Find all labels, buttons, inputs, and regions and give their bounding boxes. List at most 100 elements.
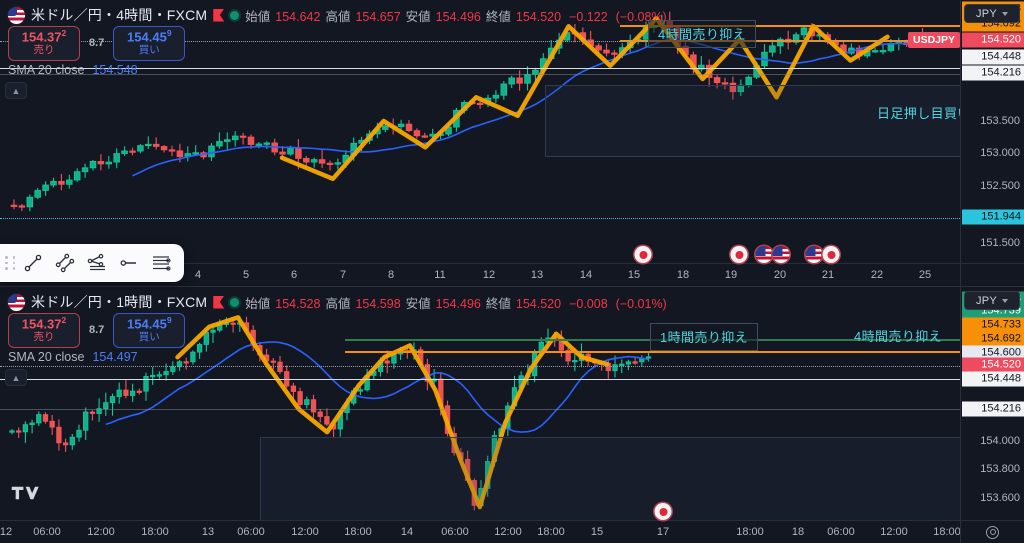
- sell-price-4h: 154.37: [21, 29, 62, 45]
- change-percent: (−0.08%): [615, 9, 667, 24]
- buy-price-frac-1h: 9: [166, 315, 172, 325]
- us-flag-icon: [8, 6, 25, 24]
- time-tick: 18:00: [141, 526, 169, 538]
- time-tick: 15: [627, 269, 641, 281]
- low-label: 安値: [405, 9, 431, 24]
- annotation-daily-dip-buy[interactable]: 日足押し目買い: [877, 106, 960, 121]
- sell-price-frac-1h: 2: [61, 315, 67, 325]
- event-marker-jp-1[interactable]: [634, 246, 652, 263]
- chart-settings-button[interactable]: [960, 520, 1024, 543]
- collapse-pane-button-4h[interactable]: ▲: [5, 82, 27, 99]
- chart-pane-1h: 1時間売り抑え 4時間売り抑え 米ドル／円・1時間・FXCM 始値 154.52…: [0, 286, 1024, 543]
- time-tick: 12:00: [494, 526, 522, 538]
- indicator-name-1h: SMA 20 close: [8, 350, 85, 364]
- indicator-value-1h: 154.497: [92, 350, 138, 364]
- rect-drawing-4h[interactable]: [545, 85, 960, 157]
- candlestick-series-4h: [10, 11, 942, 212]
- event-marker-jp-1h[interactable]: [654, 503, 672, 520]
- annotation-1h-sell-suppress[interactable]: 1時間売り抑え: [650, 323, 759, 351]
- time-axis-4h[interactable]: 4 5 6 7 8 11 12 13 14 15 18 19 20 21 22 …: [0, 246, 973, 286]
- event-marker-us-2[interactable]: [772, 246, 790, 263]
- open-label: 始値: [245, 296, 271, 311]
- sell-label-4h: 売り: [33, 43, 55, 56]
- currency-value-4h: JPY: [975, 7, 998, 20]
- sell-price-1h: 154.37: [21, 316, 62, 332]
- quote-bar-4h: 154.372 売り 8.7 154.459 買い: [8, 26, 186, 61]
- time-axis-1h[interactable]: 12 06:00 12:00 18:00 13 06:00 12:00 18:0…: [0, 503, 961, 543]
- open-label: 始値: [245, 9, 271, 24]
- pitchfork-tool-icon[interactable]: [82, 249, 112, 277]
- indicator-legend-1h[interactable]: SMA 20 close 154.497: [8, 350, 138, 364]
- sell-button-4h[interactable]: 154.372 売り: [8, 26, 80, 61]
- symbol-price-tag-4h: USDJPY: [907, 32, 960, 48]
- legend-4h: 米ドル／円・4時間・FXCM 始値 154.642 高値 154.657 安値 …: [8, 5, 667, 25]
- time-tick: 06:00: [237, 526, 265, 538]
- price-axis-4h[interactable]: JPY 154.733 154.692 154.520 154.448 154.…: [960, 0, 1024, 263]
- support-line-154216[interactable]: [0, 74, 960, 75]
- buy-price-1h: 154.45: [127, 316, 167, 332]
- resistance-zone-top[interactable]: [620, 25, 960, 27]
- indicator-legend-4h[interactable]: SMA 20 close 154.548: [8, 63, 138, 77]
- close-label: 終値: [485, 296, 511, 311]
- tradingview-logo[interactable]: [10, 484, 44, 507]
- event-marker-jp-2[interactable]: [730, 246, 748, 263]
- symbol-title-4h[interactable]: 米ドル／円・4時間・FXCM: [31, 7, 208, 23]
- orange-level-line-1h[interactable]: [345, 351, 960, 353]
- trend-line-tool-icon[interactable]: [18, 249, 48, 277]
- fib-retracement-tool-icon[interactable]: [146, 249, 176, 277]
- chart-pane-4h: 4時間売り抑え 日足押し目買い 米ドル／円・4時間・FXCM 始値 154.64…: [0, 0, 1024, 286]
- price-tick-153500: 153.500: [980, 115, 1020, 127]
- time-tick: 20: [773, 269, 787, 281]
- close-value: 154.520: [515, 9, 562, 24]
- currency-selector-1h[interactable]: JPY: [964, 291, 1020, 310]
- annotation-4h-sell-suppress[interactable]: 4時間売り抑え: [648, 20, 757, 48]
- time-tick: 06:00: [827, 526, 855, 538]
- buy-button-4h[interactable]: 154.459 買い: [113, 26, 186, 61]
- support-line-154216-1h[interactable]: [0, 409, 960, 410]
- support-line-154448[interactable]: [0, 68, 960, 69]
- annotation-4h-sell-suppress-on-1h[interactable]: 4時間売り抑え: [854, 329, 943, 344]
- currency-selector-4h[interactable]: JPY: [964, 4, 1020, 23]
- event-marker-us-3[interactable]: [805, 246, 823, 263]
- event-marker-us-1[interactable]: [755, 246, 773, 263]
- support-line-154448-1h[interactable]: [0, 379, 960, 380]
- candles-icon[interactable]: [213, 8, 225, 22]
- buy-price-frac-4h: 9: [166, 28, 172, 38]
- drag-grip-icon[interactable]: [4, 253, 16, 273]
- symbol-title-1h[interactable]: 米ドル／円・1時間・FXCM: [31, 294, 208, 310]
- low-value: 154.496: [435, 296, 481, 311]
- price-axis-1h[interactable]: JPY 154.763 154.739 154.733 154.692 154.…: [960, 287, 1024, 520]
- rect-drawing-1h[interactable]: [260, 437, 960, 520]
- price-tick-152500: 152.500: [980, 180, 1020, 192]
- price-label-154216: 154.216: [962, 65, 1024, 81]
- price-label-154733-1h: 154.733: [962, 317, 1024, 333]
- time-tick: 12: [0, 526, 13, 538]
- low-value: 154.496: [435, 9, 481, 24]
- horizontal-ray-tool-icon[interactable]: [114, 249, 144, 277]
- indicator-name-4h: SMA 20 close: [8, 63, 85, 77]
- time-tick: 15: [590, 526, 604, 538]
- legend-1h: 米ドル／円・1時間・FXCM 始値 154.528 高値 154.598 安値 …: [8, 292, 667, 312]
- collapse-pane-button-1h[interactable]: ▲: [5, 369, 27, 386]
- sell-price-frac-4h: 2: [61, 28, 67, 38]
- low-label: 安値: [405, 296, 431, 311]
- cyan-level-line[interactable]: [0, 218, 960, 219]
- time-tick: 5: [242, 269, 250, 281]
- price-label-154216-1h: 154.216: [962, 401, 1024, 417]
- ohlc-readout-4h: 始値 154.642 高値 154.657 安値 154.496 終値 154.…: [245, 6, 666, 25]
- market-open-dot: [230, 297, 240, 307]
- buy-button-1h[interactable]: 154.459 買い: [113, 313, 186, 348]
- event-marker-jp-3[interactable]: [822, 246, 840, 263]
- candles-icon[interactable]: [213, 295, 225, 309]
- parallel-channel-tool-icon[interactable]: [50, 249, 80, 277]
- time-tick: 12:00: [880, 526, 908, 538]
- quote-bar-1h: 154.372 売り 8.7 154.459 買い: [8, 313, 186, 348]
- time-tick: 18:00: [736, 526, 764, 538]
- spread-value-1h: 8.7: [89, 324, 105, 337]
- sell-button-1h[interactable]: 154.372 売り: [8, 313, 80, 348]
- drawing-toolbar[interactable]: [0, 244, 184, 282]
- change-percent: (−0.01%): [615, 296, 667, 311]
- sell-label-1h: 売り: [33, 330, 55, 343]
- price-label-current-1h: 154.520: [962, 357, 1024, 373]
